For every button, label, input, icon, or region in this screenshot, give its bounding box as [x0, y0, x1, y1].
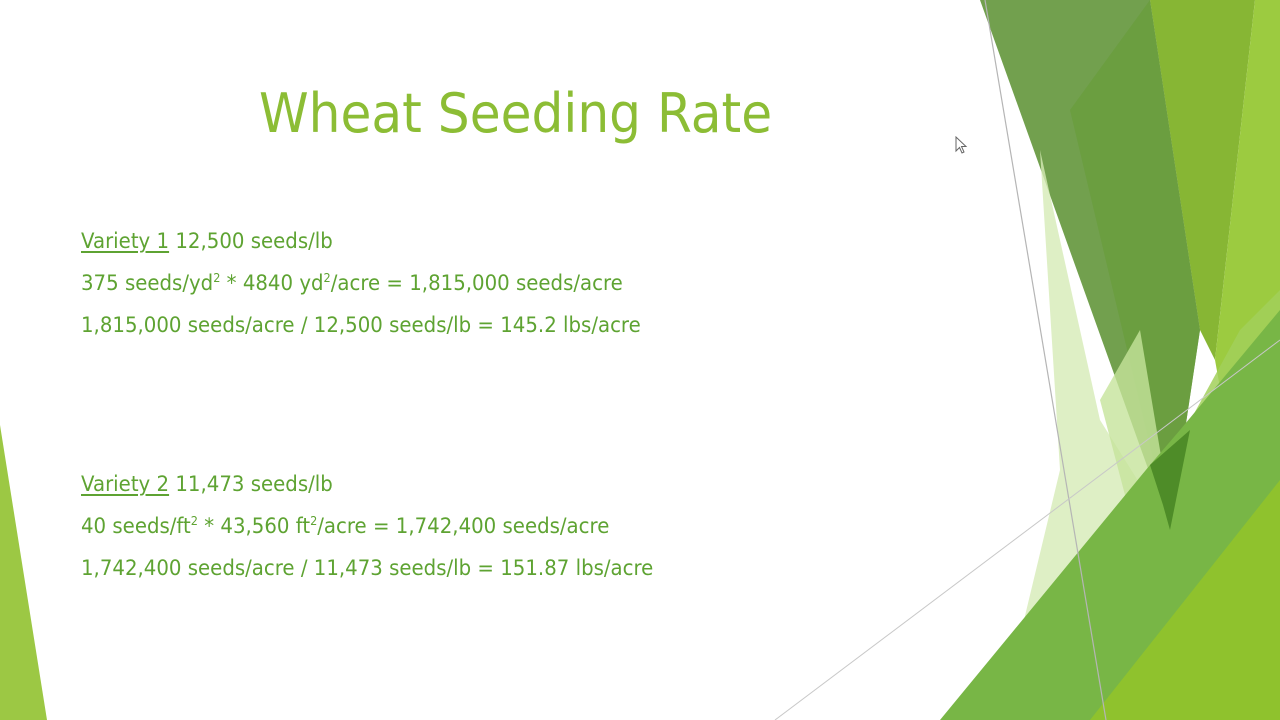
text-part: 40 seeds/ft — [81, 514, 191, 538]
superscript: 2 — [213, 271, 221, 285]
text-part: /acre = 1,815,000 seeds/acre — [330, 271, 623, 295]
variety-2-calc-lbs: 1,742,400 seeds/acre / 11,473 seeds/lb =… — [81, 556, 654, 580]
text-part: * 4840 yd — [220, 271, 324, 295]
variety-1-calc-lbs: 1,815,000 seeds/acre / 12,500 seeds/lb =… — [81, 313, 641, 337]
text-part: * 43,560 ft — [197, 514, 311, 538]
superscript: 2 — [190, 514, 198, 528]
variety-1-label: Variety 1 — [81, 229, 170, 253]
text-part: 375 seeds/yd — [81, 271, 214, 295]
superscript: 2 — [323, 271, 331, 285]
text-part: /acre = 1,742,400 seeds/acre — [317, 514, 610, 538]
variety-1-calc-seeds: 375 seeds/yd2 * 4840 yd2/acre = 1,815,00… — [81, 271, 623, 295]
variety-2-label: Variety 2 — [81, 472, 170, 496]
variety-1-rate: 12,500 seeds/lb — [175, 229, 333, 253]
variety-2-rate: 11,473 seeds/lb — [175, 472, 333, 496]
variety-2-header: Variety 2 11,473 seeds/lb — [81, 472, 333, 496]
slide-title: Wheat Seeding Rate — [259, 82, 773, 145]
variety-2-calc-seeds: 40 seeds/ft2 * 43,560 ft2/acre = 1,742,4… — [81, 514, 609, 538]
variety-1-header: Variety 1 12,500 seeds/lb — [81, 229, 333, 253]
mouse-cursor-icon — [955, 136, 968, 154]
superscript: 2 — [310, 514, 318, 528]
